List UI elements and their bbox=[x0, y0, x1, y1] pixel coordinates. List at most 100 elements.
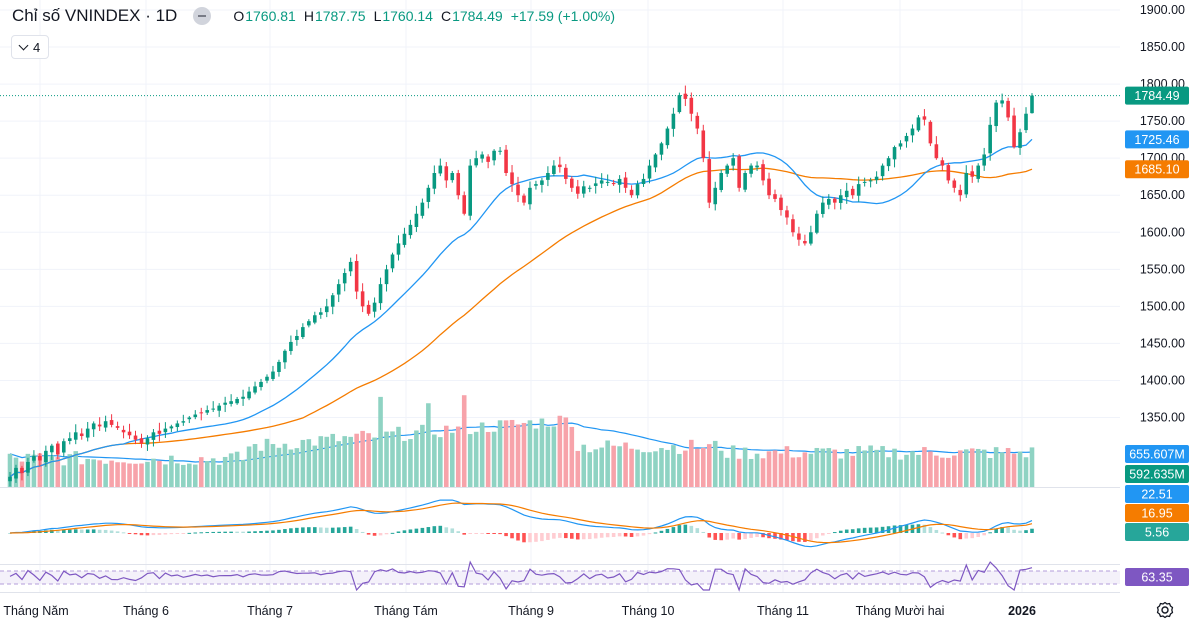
candle-body bbox=[689, 97, 694, 114]
symbol-title[interactable]: Chỉ số VNINDEX · 1D bbox=[12, 6, 178, 25]
macd-histogram-bar bbox=[904, 524, 909, 533]
candle bbox=[26, 457, 30, 477]
macd-histogram-bar bbox=[605, 533, 610, 538]
gear-icon[interactable] bbox=[1156, 601, 1174, 619]
candle bbox=[20, 465, 24, 481]
candle bbox=[217, 403, 221, 417]
candle-body bbox=[683, 93, 688, 99]
candle-body bbox=[468, 165, 472, 216]
market-status-icon[interactable] bbox=[193, 7, 212, 25]
volume-bar bbox=[946, 457, 951, 487]
macd-histogram-bar bbox=[486, 533, 490, 534]
candle bbox=[850, 185, 855, 199]
candle bbox=[617, 175, 622, 193]
candle bbox=[809, 225, 813, 246]
macd-histogram-bar bbox=[372, 533, 377, 536]
candle-body bbox=[247, 391, 251, 399]
volume-bar bbox=[772, 450, 778, 487]
candle bbox=[438, 158, 443, 177]
macd-histogram-bar bbox=[599, 533, 604, 538]
volume-bar bbox=[467, 434, 473, 487]
candle-body bbox=[1024, 113, 1028, 131]
macd-histogram-bar bbox=[671, 527, 676, 533]
candle-body bbox=[629, 189, 634, 196]
macd-histogram-bar bbox=[934, 529, 939, 533]
candle-body bbox=[862, 181, 867, 183]
macd-histogram-bar bbox=[318, 527, 323, 533]
macd-hist-tag: 5.56 bbox=[1125, 523, 1189, 541]
time-tick-label: 2026 bbox=[1008, 604, 1036, 618]
macd-histogram-bar bbox=[504, 533, 508, 537]
candle bbox=[384, 264, 389, 292]
ma-fast-tag-label: 1725.46 bbox=[1134, 133, 1179, 147]
candle bbox=[151, 429, 156, 447]
candle-body bbox=[115, 426, 120, 428]
volume-bar bbox=[7, 453, 13, 487]
macd-histogram-bar bbox=[743, 533, 747, 540]
macd-histogram-bar bbox=[546, 533, 550, 540]
macd-histogram-bar bbox=[850, 529, 855, 533]
candle-body bbox=[127, 431, 132, 436]
macd-histogram-bar bbox=[719, 533, 724, 541]
volume-bar bbox=[736, 458, 742, 487]
candle bbox=[815, 210, 819, 235]
candle-body bbox=[886, 158, 891, 167]
candle bbox=[462, 191, 467, 216]
volume-bar bbox=[324, 436, 330, 487]
macd-histogram-bar bbox=[617, 533, 622, 537]
candle bbox=[468, 159, 472, 221]
candle-body bbox=[181, 421, 186, 423]
volume-bar bbox=[981, 449, 987, 487]
volume-bar bbox=[916, 454, 921, 487]
candle-body bbox=[988, 124, 992, 154]
volume-bar bbox=[874, 449, 879, 487]
candle bbox=[169, 424, 174, 433]
candlesticks bbox=[8, 85, 1034, 487]
macd-histogram-bar bbox=[277, 529, 281, 533]
candle-body bbox=[211, 408, 215, 410]
volume-bar bbox=[49, 455, 55, 487]
macd-histogram-bar bbox=[516, 533, 520, 541]
candle bbox=[330, 292, 335, 315]
candle bbox=[725, 163, 729, 177]
low-label: L bbox=[373, 8, 382, 24]
candle bbox=[564, 164, 568, 185]
macd-pane bbox=[8, 499, 1034, 548]
macd-histogram-bar bbox=[259, 530, 263, 533]
candle bbox=[504, 144, 508, 177]
candle-body bbox=[456, 173, 461, 196]
candle bbox=[534, 180, 538, 190]
candle bbox=[420, 198, 425, 219]
candle-body bbox=[755, 165, 759, 168]
macd-histogram-bar bbox=[749, 533, 753, 538]
time-tick-label: Tháng 9 bbox=[508, 604, 554, 618]
volume-bar bbox=[79, 464, 85, 487]
macd-histogram-bar bbox=[307, 527, 311, 533]
time-axis[interactable]: Tháng Năm Tháng 6 Tháng 7 Tháng Tám Tháng 9 T… bbox=[3, 604, 1036, 618]
rsi-line bbox=[9, 560, 1033, 592]
indicators-collapse-button[interactable]: 4 bbox=[11, 35, 50, 59]
volume-bar bbox=[342, 436, 347, 487]
macd-hist-tag-label: 5.56 bbox=[1145, 526, 1169, 540]
price-tick-label: 1900.00 bbox=[1140, 3, 1185, 17]
macd-histogram-bar bbox=[988, 532, 992, 534]
volume-bar bbox=[599, 447, 604, 487]
candle bbox=[749, 163, 753, 178]
volume-bar bbox=[366, 433, 371, 487]
close-value: 1784.49 bbox=[452, 8, 503, 24]
candle-body bbox=[677, 95, 682, 113]
volume-ma-tag-bg bbox=[1125, 445, 1189, 463]
candle-body bbox=[504, 149, 508, 173]
volume-bar bbox=[121, 462, 126, 487]
volume-bar bbox=[420, 424, 425, 487]
candle-body bbox=[850, 188, 855, 196]
candle-body bbox=[815, 213, 819, 233]
macd-tag-bg bbox=[1125, 485, 1189, 503]
macd-histogram-bar bbox=[653, 532, 658, 534]
volume-bar bbox=[85, 458, 90, 487]
macd-histogram-bar bbox=[892, 525, 897, 533]
volume-bar bbox=[1005, 448, 1011, 487]
candle bbox=[767, 172, 771, 200]
macd-histogram-bar bbox=[109, 530, 114, 533]
